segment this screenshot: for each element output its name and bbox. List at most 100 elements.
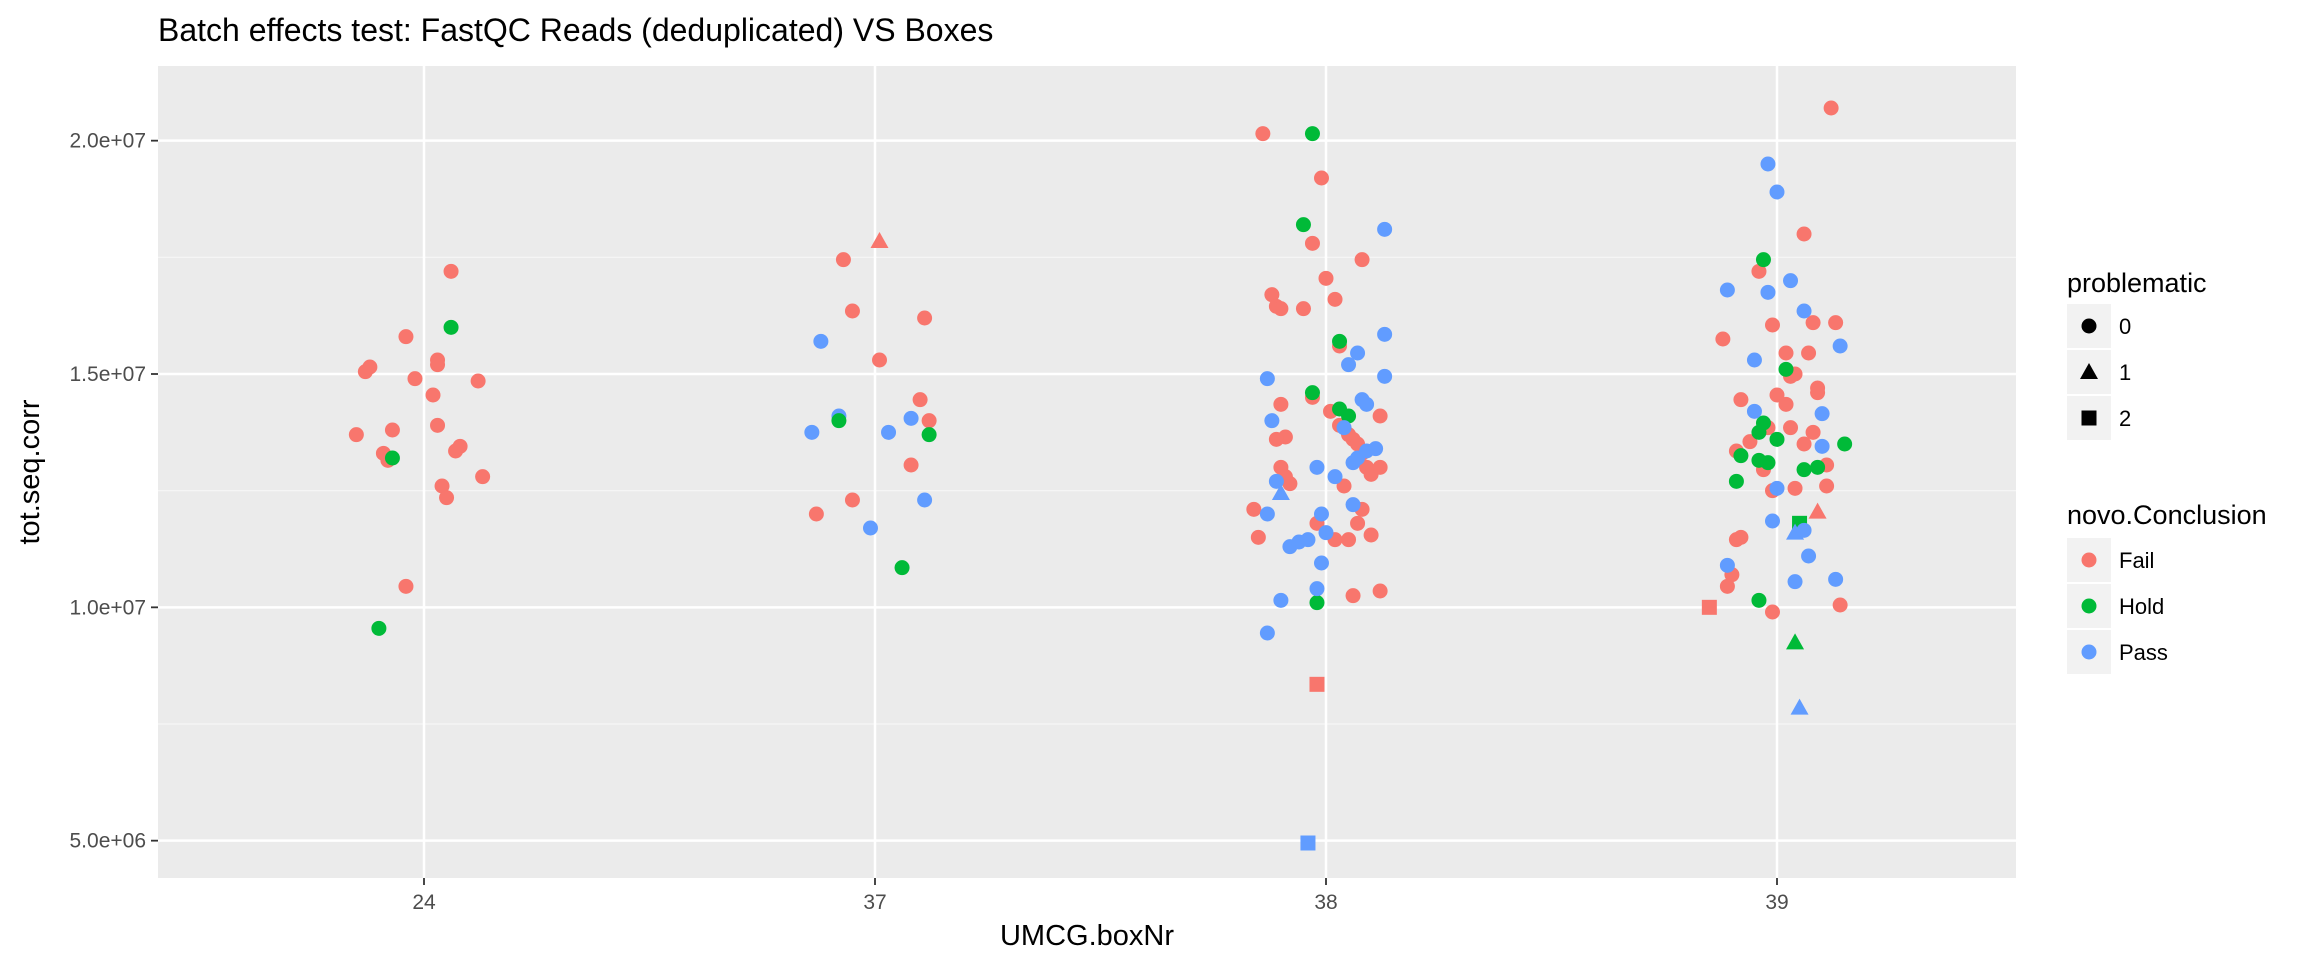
y-tick-label: 2.0e+07 bbox=[70, 130, 147, 153]
data-point bbox=[371, 620, 387, 636]
legend-label: Fail bbox=[2119, 548, 2154, 573]
data-point bbox=[1341, 532, 1357, 548]
data-point bbox=[1805, 424, 1821, 440]
data-point bbox=[1823, 100, 1839, 116]
data-point bbox=[1309, 581, 1325, 597]
legend-swatch-pass bbox=[2081, 644, 2097, 660]
data-point bbox=[1764, 604, 1780, 620]
data-point bbox=[903, 457, 919, 473]
legend-shape-circle bbox=[2081, 318, 2097, 334]
data-point bbox=[1304, 126, 1320, 142]
data-point bbox=[1719, 578, 1735, 594]
data-point bbox=[1300, 532, 1316, 548]
data-point bbox=[1755, 415, 1771, 431]
data-point bbox=[831, 413, 847, 429]
data-point bbox=[1259, 371, 1275, 387]
data-point bbox=[470, 373, 486, 389]
data-point bbox=[1760, 455, 1776, 471]
data-point bbox=[1332, 333, 1348, 349]
data-point bbox=[1701, 599, 1717, 615]
data-point bbox=[894, 560, 910, 576]
data-point bbox=[1273, 301, 1289, 317]
data-point bbox=[1372, 408, 1388, 424]
data-point bbox=[407, 371, 423, 387]
data-point bbox=[1350, 345, 1366, 361]
data-point bbox=[1796, 226, 1812, 242]
data-point bbox=[1778, 345, 1794, 361]
data-point bbox=[1327, 469, 1343, 485]
data-point bbox=[1828, 571, 1844, 587]
data-point bbox=[1746, 352, 1762, 368]
data-point bbox=[1796, 522, 1812, 538]
data-point bbox=[921, 413, 937, 429]
data-point bbox=[1300, 835, 1316, 851]
data-point bbox=[1810, 459, 1826, 475]
data-point bbox=[1336, 420, 1352, 436]
data-point bbox=[1259, 625, 1275, 641]
data-point bbox=[808, 506, 824, 522]
data-point bbox=[870, 232, 889, 248]
data-point bbox=[1751, 263, 1767, 279]
plot-panel bbox=[158, 66, 2016, 878]
data-point bbox=[443, 319, 459, 335]
data-point bbox=[1828, 315, 1844, 331]
data-point bbox=[1368, 441, 1384, 457]
data-point bbox=[1796, 462, 1812, 478]
data-point bbox=[1318, 270, 1334, 286]
data-point bbox=[1327, 291, 1343, 307]
x-tick-label: 37 bbox=[863, 891, 886, 914]
data-point bbox=[398, 329, 414, 345]
data-point bbox=[1377, 326, 1393, 342]
data-point bbox=[443, 263, 459, 279]
data-point bbox=[921, 427, 937, 443]
data-point bbox=[1363, 527, 1379, 543]
data-point bbox=[1295, 217, 1311, 233]
data-point bbox=[348, 427, 364, 443]
data-point bbox=[1810, 380, 1826, 396]
data-point bbox=[1837, 436, 1853, 452]
data-point bbox=[1359, 396, 1375, 412]
data-point bbox=[1778, 361, 1794, 377]
data-point bbox=[813, 333, 829, 349]
data-point bbox=[804, 424, 820, 440]
data-point bbox=[1742, 434, 1758, 450]
data-point bbox=[1313, 170, 1329, 186]
data-point bbox=[1764, 513, 1780, 529]
data-point bbox=[1250, 529, 1266, 545]
legend-shape-square bbox=[2081, 410, 2097, 426]
data-point bbox=[384, 422, 400, 438]
data-point bbox=[1377, 368, 1393, 384]
data-point bbox=[1268, 431, 1284, 447]
data-point bbox=[1814, 406, 1830, 422]
data-point bbox=[1760, 284, 1776, 300]
legend-swatch-fail bbox=[2081, 552, 2097, 568]
data-point bbox=[1751, 592, 1767, 608]
data-point bbox=[1309, 676, 1325, 692]
data-point bbox=[1282, 476, 1298, 492]
data-point bbox=[1341, 357, 1357, 373]
data-point bbox=[1273, 396, 1289, 412]
data-points bbox=[348, 100, 1853, 851]
data-point bbox=[844, 303, 860, 319]
data-point bbox=[1264, 413, 1280, 429]
y-axis: 5.0e+06 1.0e+07 1.5e+07 2.0e+07 bbox=[70, 130, 158, 853]
data-point bbox=[475, 469, 491, 485]
data-point bbox=[1345, 588, 1361, 604]
data-point bbox=[1377, 221, 1393, 237]
data-point bbox=[1769, 480, 1785, 496]
y-tick-label: 1.5e+07 bbox=[70, 363, 147, 386]
data-point bbox=[1273, 592, 1289, 608]
x-tick-label: 39 bbox=[1765, 891, 1788, 914]
data-point bbox=[1801, 548, 1817, 564]
data-point bbox=[1304, 385, 1320, 401]
data-point bbox=[1304, 235, 1320, 251]
data-point bbox=[1760, 156, 1776, 172]
data-point bbox=[1309, 595, 1325, 611]
data-point bbox=[1336, 478, 1352, 494]
data-point bbox=[425, 387, 441, 403]
data-point bbox=[1733, 392, 1749, 408]
x-tick-label: 24 bbox=[412, 891, 436, 914]
data-point bbox=[1264, 287, 1280, 303]
data-point bbox=[1769, 387, 1785, 403]
data-point bbox=[917, 492, 933, 508]
